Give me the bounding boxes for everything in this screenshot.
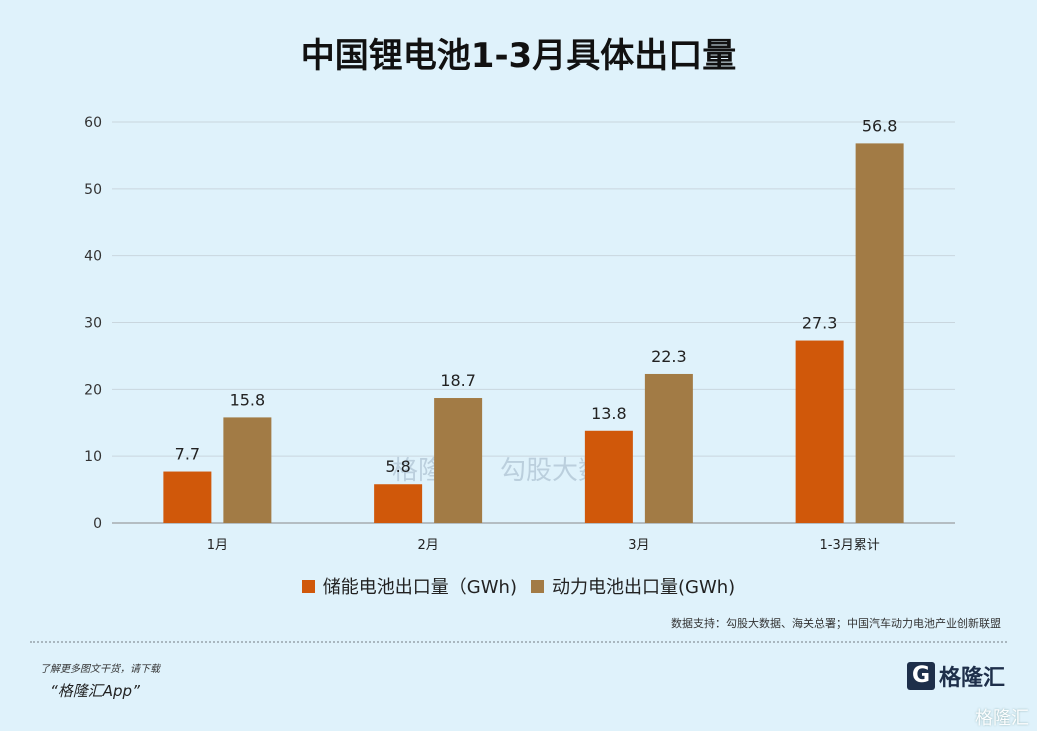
bar (163, 471, 212, 523)
legend-swatch (301, 579, 315, 593)
legend-swatch (530, 579, 544, 593)
data-label: 56.8 (862, 116, 898, 135)
bar (855, 143, 904, 524)
bar (374, 484, 423, 523)
bar (795, 340, 844, 523)
data-label: 13.8 (591, 404, 627, 423)
promo-app-name: “格隆汇App” (50, 682, 140, 700)
y-tick-label: 60 (84, 115, 102, 131)
legend: 储能电池出口量（GWh) 动力电池出口量(GWh) (0, 573, 1037, 599)
logo-text: 格隆汇 (939, 666, 1006, 691)
x-tick-label: 1月 (207, 538, 228, 553)
legend-item-storage: 储能电池出口量（GWh) (301, 573, 517, 599)
data-source: 数据支持：勾股大数据、海关总署；中国汽车动力电池产业创新联盟 (671, 617, 1001, 630)
data-label: 7.7 (175, 445, 200, 464)
bar (584, 430, 633, 523)
brand-logo: G 格隆汇 (907, 660, 1005, 692)
data-label: 15.8 (230, 390, 266, 409)
data-label: 5.8 (385, 457, 410, 476)
y-tick-label: 10 (84, 449, 102, 465)
data-label: 22.3 (651, 347, 687, 366)
y-tick-label: 40 (84, 249, 102, 265)
promo-text: 了解更多图文干货，请下载 (40, 664, 160, 675)
data-label: 27.3 (802, 314, 838, 333)
y-tick-label: 30 (84, 316, 102, 332)
logo-g-icon: G (907, 662, 935, 690)
data-label: 18.7 (440, 371, 476, 390)
legend-item-power: 动力电池出口量(GWh) (530, 573, 736, 599)
x-tick-label: 1-3月累计 (820, 538, 880, 553)
bar (223, 417, 272, 523)
x-tick-label: 3月 (628, 538, 649, 553)
x-tick-label: 2月 (417, 538, 438, 553)
bar (434, 398, 483, 523)
y-tick-label: 20 (84, 382, 102, 398)
divider (30, 641, 1007, 643)
y-tick-label: 0 (93, 516, 102, 532)
chart-title: 中国锂电池1-3月具体出口量 (300, 36, 737, 76)
legend-label: 动力电池出口量(GWh) (551, 577, 736, 598)
legend-label: 储能电池出口量（GWh) (322, 577, 517, 598)
corner-watermark: 格隆汇 (975, 708, 1029, 729)
bar (644, 373, 693, 523)
y-tick-label: 50 (84, 182, 102, 198)
